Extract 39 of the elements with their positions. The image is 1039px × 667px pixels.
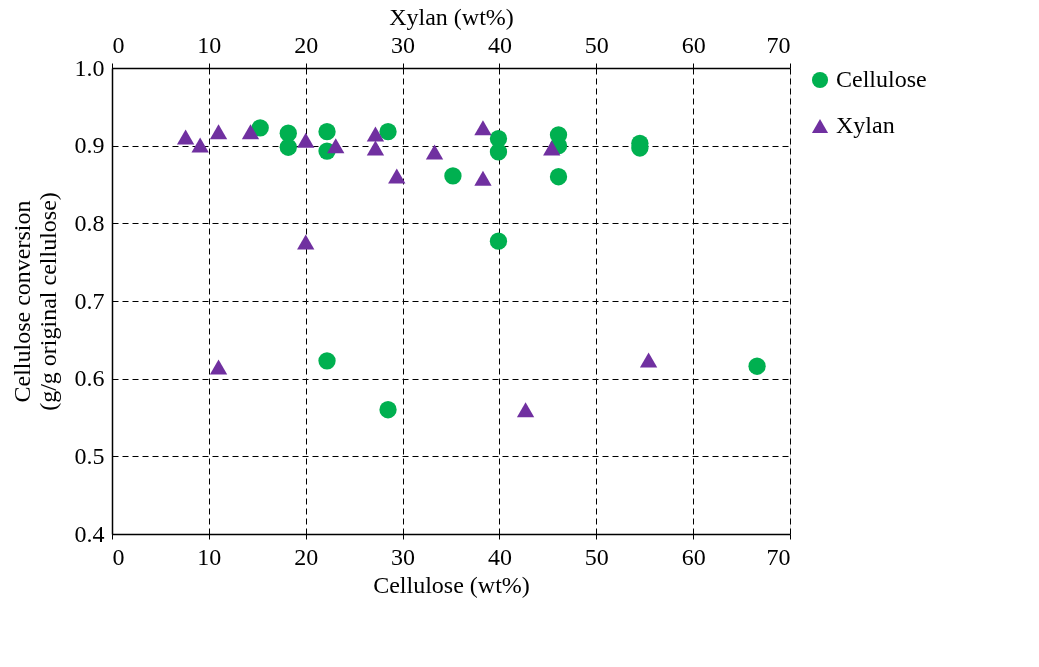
x-tick-label: 60 xyxy=(681,543,706,570)
point xyxy=(489,143,508,161)
point xyxy=(318,352,336,370)
point xyxy=(379,401,397,419)
x-tick-label: 10 xyxy=(197,543,222,570)
y-tick-label: 0.7 xyxy=(74,287,105,314)
x-tick-label: 20 xyxy=(294,543,319,570)
y-tick-label: 0.4 xyxy=(74,520,105,547)
y-tick-label: 0.6 xyxy=(74,365,105,392)
x2-axis-title: Xylan (wt%) xyxy=(389,3,514,30)
x2-tick-label: 10 xyxy=(197,31,222,58)
x2-tick-label: 20 xyxy=(294,31,319,58)
x2-tick-label: 70 xyxy=(766,31,791,58)
y-tick-label: 1.0 xyxy=(74,54,105,81)
point xyxy=(489,232,508,250)
x-tick-label: 30 xyxy=(391,543,416,570)
x2-tick-label: 60 xyxy=(681,31,706,58)
x-tick-label: 70 xyxy=(766,543,791,570)
point xyxy=(251,119,269,137)
point xyxy=(748,357,766,375)
legend-label: Xylan xyxy=(836,112,895,138)
x2-tick-label: 50 xyxy=(584,31,609,58)
point xyxy=(379,123,397,141)
x-tick-label: 50 xyxy=(584,543,609,570)
y-tick-label: 0.8 xyxy=(74,209,105,236)
point xyxy=(279,138,297,156)
x-tick-label: 0 xyxy=(112,543,125,570)
y-tick-label: 0.5 xyxy=(74,442,105,469)
point xyxy=(318,123,336,141)
y-axis-title: Cellulose conversion (g/g original cellulose) xyxy=(8,192,61,411)
point xyxy=(549,168,568,186)
x2-tick-label: 30 xyxy=(391,31,416,58)
x2-tick-label: 0 xyxy=(112,31,125,58)
legend-label: Cellulose xyxy=(836,66,927,92)
x-tick-label: 40 xyxy=(487,543,512,570)
x2-tick-label: 40 xyxy=(487,31,512,58)
x-axis-title: Cellulose (wt%) xyxy=(373,571,530,598)
point xyxy=(444,167,462,185)
y-tick-label: 0.9 xyxy=(74,132,105,159)
